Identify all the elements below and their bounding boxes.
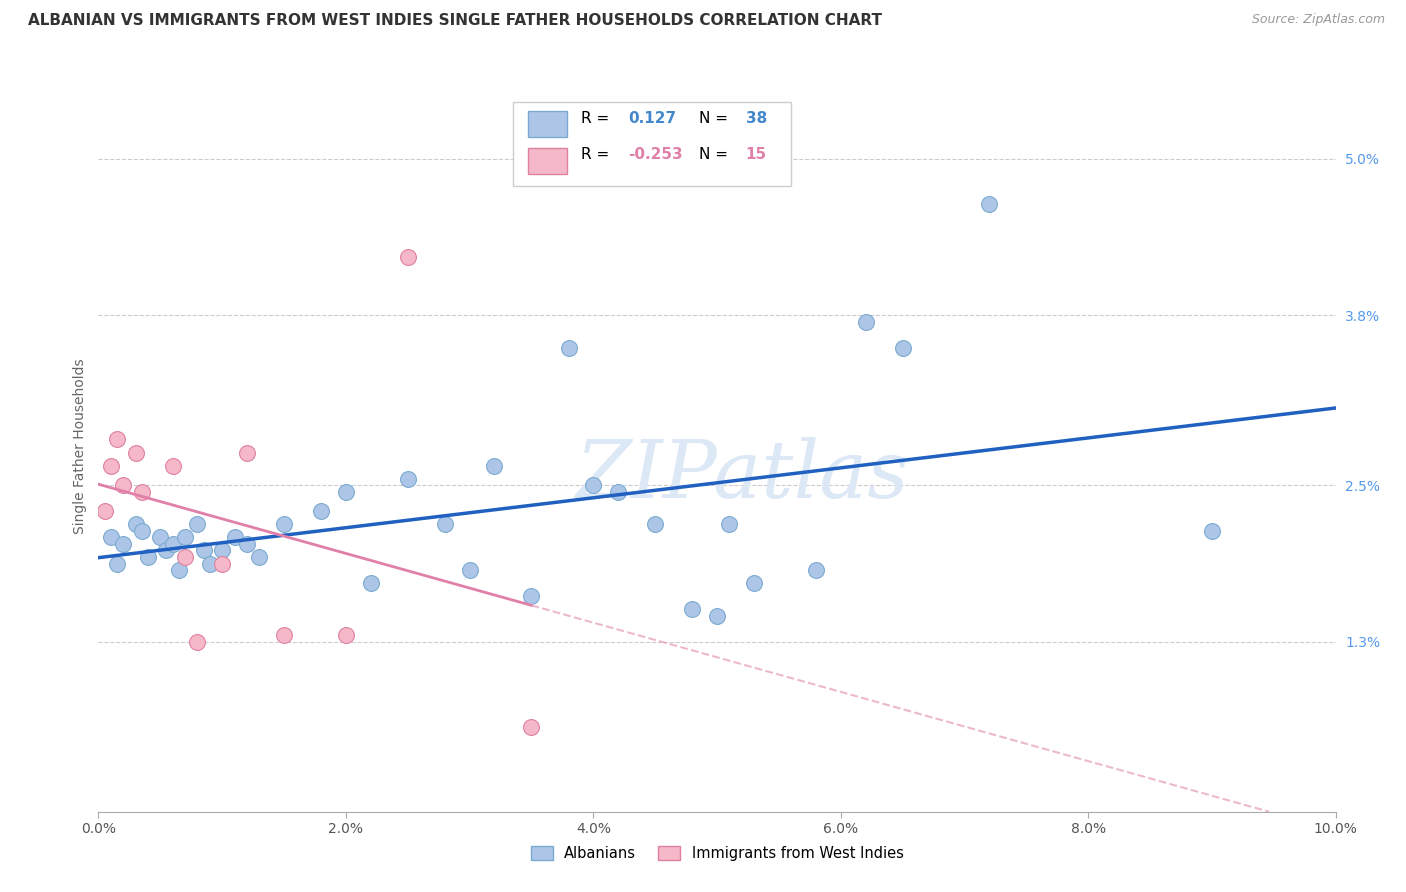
Text: 0.127: 0.127 [628, 111, 676, 126]
Text: 38: 38 [745, 111, 766, 126]
Point [198, 557, 221, 571]
Point [211, 557, 233, 571]
Point [105, 557, 128, 571]
Point [236, 537, 259, 551]
Point [520, 720, 543, 734]
Text: R =: R = [581, 111, 614, 126]
Point [174, 530, 197, 544]
Point [855, 315, 877, 329]
Point [174, 549, 197, 564]
Text: 15: 15 [745, 147, 766, 162]
Point [162, 458, 184, 473]
Point [804, 563, 827, 577]
Point [211, 543, 233, 558]
Point [131, 484, 153, 499]
Point [105, 433, 128, 447]
Point [100, 530, 122, 544]
Point [193, 543, 215, 558]
Text: N =: N = [699, 111, 733, 126]
Text: N =: N = [699, 147, 733, 162]
FancyBboxPatch shape [513, 103, 792, 186]
Point [1201, 524, 1223, 538]
Point [891, 341, 914, 355]
Point [100, 458, 122, 473]
Point [607, 484, 630, 499]
Point [124, 517, 146, 532]
Point [112, 478, 135, 492]
Text: ZIPatlas: ZIPatlas [575, 436, 908, 514]
Point [236, 445, 259, 459]
Point [718, 517, 741, 532]
Point [644, 517, 666, 532]
Point [557, 341, 579, 355]
Point [155, 543, 177, 558]
Point [112, 537, 135, 551]
Point [309, 504, 332, 518]
Point [224, 530, 246, 544]
Point [458, 563, 481, 577]
Text: -0.253: -0.253 [628, 147, 682, 162]
Point [186, 635, 208, 649]
Point [186, 517, 208, 532]
Legend: Albanians, Immigrants from West Indies: Albanians, Immigrants from West Indies [524, 840, 910, 867]
Point [162, 537, 184, 551]
Point [273, 628, 295, 642]
Point [582, 478, 605, 492]
Text: ALBANIAN VS IMMIGRANTS FROM WEST INDIES SINGLE FATHER HOUSEHOLDS CORRELATION CHA: ALBANIAN VS IMMIGRANTS FROM WEST INDIES … [28, 13, 882, 29]
Point [149, 530, 172, 544]
Point [520, 589, 543, 603]
Point [360, 576, 382, 591]
Point [136, 549, 159, 564]
Point [335, 484, 357, 499]
Point [433, 517, 456, 532]
Point [273, 517, 295, 532]
Point [396, 472, 419, 486]
Point [484, 458, 506, 473]
Point [742, 576, 765, 591]
Point [124, 445, 146, 459]
Point [706, 608, 728, 623]
Point [167, 563, 190, 577]
Text: Source: ZipAtlas.com: Source: ZipAtlas.com [1251, 13, 1385, 27]
Point [93, 504, 115, 518]
Point [131, 524, 153, 538]
Bar [527, 111, 568, 137]
Point [335, 628, 357, 642]
Y-axis label: Single Father Households: Single Father Households [73, 359, 87, 533]
Point [979, 197, 1001, 211]
Point [247, 549, 270, 564]
Bar [527, 147, 568, 174]
Point [396, 250, 419, 264]
Point [681, 602, 703, 616]
Text: R =: R = [581, 147, 614, 162]
